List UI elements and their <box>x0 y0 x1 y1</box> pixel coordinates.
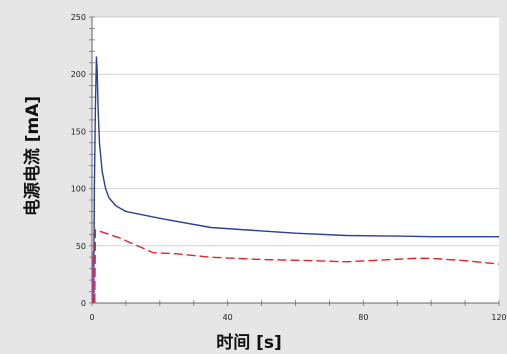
x-tick-label: 80 <box>358 313 368 322</box>
y-axis-title: 电源电流 [mA] <box>22 96 43 216</box>
x-tick-label: 40 <box>223 313 233 322</box>
x-tick-label: 120 <box>491 313 506 322</box>
series-line-1 <box>93 56 499 304</box>
x-tick-label: 0 <box>89 313 94 322</box>
x-axis-title: 时间 [s] <box>216 332 282 353</box>
y-tick-label: 0 <box>81 299 86 308</box>
y-tick-label: 200 <box>71 70 86 79</box>
y-tick-label: 150 <box>71 127 86 136</box>
y-tick-label: 250 <box>71 13 86 22</box>
y-tick-label: 100 <box>71 185 86 194</box>
y-tick-label: 50 <box>76 242 86 251</box>
series-line-2 <box>94 229 500 304</box>
plot-area <box>92 17 499 303</box>
series-line-3 <box>92 250 95 303</box>
